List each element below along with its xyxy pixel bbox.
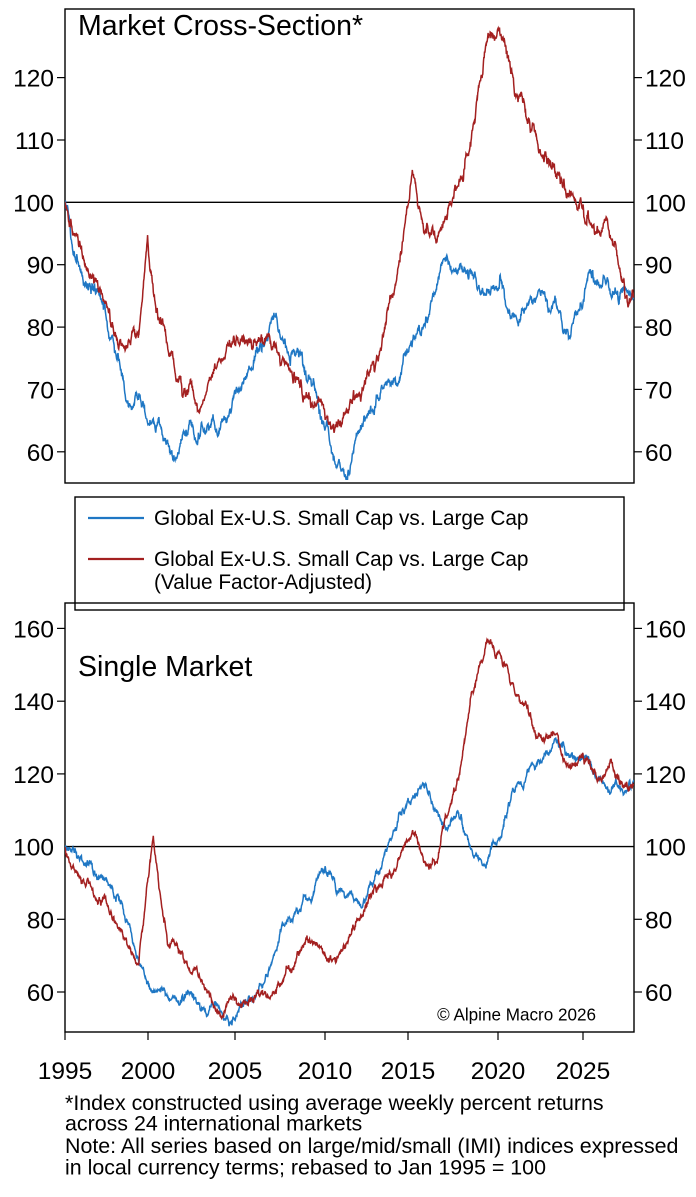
svg-text:2000: 2000 (121, 1058, 176, 1085)
svg-text:Global Ex-U.S. Small Cap vs. L: Global Ex-U.S. Small Cap vs. Large Cap (154, 507, 529, 530)
svg-text:Single Market: Single Market (78, 651, 252, 683)
svg-text:Market Cross-Section*: Market Cross-Section* (78, 10, 363, 42)
svg-text:2005: 2005 (208, 1058, 263, 1085)
svg-text:90: 90 (645, 253, 672, 280)
svg-text:across 24 international market: across 24 international markets (65, 1112, 362, 1136)
svg-text:60: 60 (645, 980, 672, 1007)
svg-text:120: 120 (645, 66, 686, 93)
svg-text:60: 60 (27, 440, 54, 467)
svg-text:80: 80 (645, 315, 672, 342)
svg-text:© Alpine Macro 2026: © Alpine Macro 2026 (437, 1005, 596, 1024)
svg-text:120: 120 (645, 762, 686, 789)
svg-text:80: 80 (27, 907, 54, 934)
svg-text:60: 60 (27, 980, 54, 1007)
svg-text:140: 140 (13, 689, 54, 716)
svg-text:120: 120 (13, 762, 54, 789)
svg-text:70: 70 (27, 377, 54, 404)
svg-text:1995: 1995 (38, 1058, 93, 1085)
svg-text:110: 110 (15, 128, 54, 155)
svg-text:120: 120 (13, 66, 54, 93)
svg-text:90: 90 (27, 253, 54, 280)
svg-text:70: 70 (645, 377, 672, 404)
svg-text:Global Ex-U.S. Small Cap vs. L: Global Ex-U.S. Small Cap vs. Large Cap (154, 548, 529, 571)
svg-text:100: 100 (13, 190, 54, 217)
svg-text:2015: 2015 (381, 1058, 436, 1085)
svg-text:100: 100 (13, 835, 54, 862)
svg-text:140: 140 (645, 689, 686, 716)
svg-text:110: 110 (645, 128, 684, 155)
svg-text:100: 100 (645, 835, 686, 862)
svg-text:2020: 2020 (471, 1058, 526, 1085)
svg-text:(Value Factor-Adjusted): (Value Factor-Adjusted) (154, 571, 372, 594)
svg-text:in local currency terms; rebas: in local currency terms; rebased to Jan … (65, 1156, 546, 1180)
svg-text:80: 80 (27, 315, 54, 342)
svg-text:100: 100 (645, 190, 686, 217)
svg-text:60: 60 (645, 440, 672, 467)
svg-text:2010: 2010 (298, 1058, 353, 1085)
svg-text:80: 80 (645, 907, 672, 934)
svg-text:Note: All series based on larg: Note: All series based on large/mid/smal… (65, 1134, 678, 1158)
svg-text:160: 160 (645, 616, 686, 643)
svg-text:160: 160 (13, 616, 54, 643)
svg-text:2025: 2025 (556, 1058, 611, 1085)
